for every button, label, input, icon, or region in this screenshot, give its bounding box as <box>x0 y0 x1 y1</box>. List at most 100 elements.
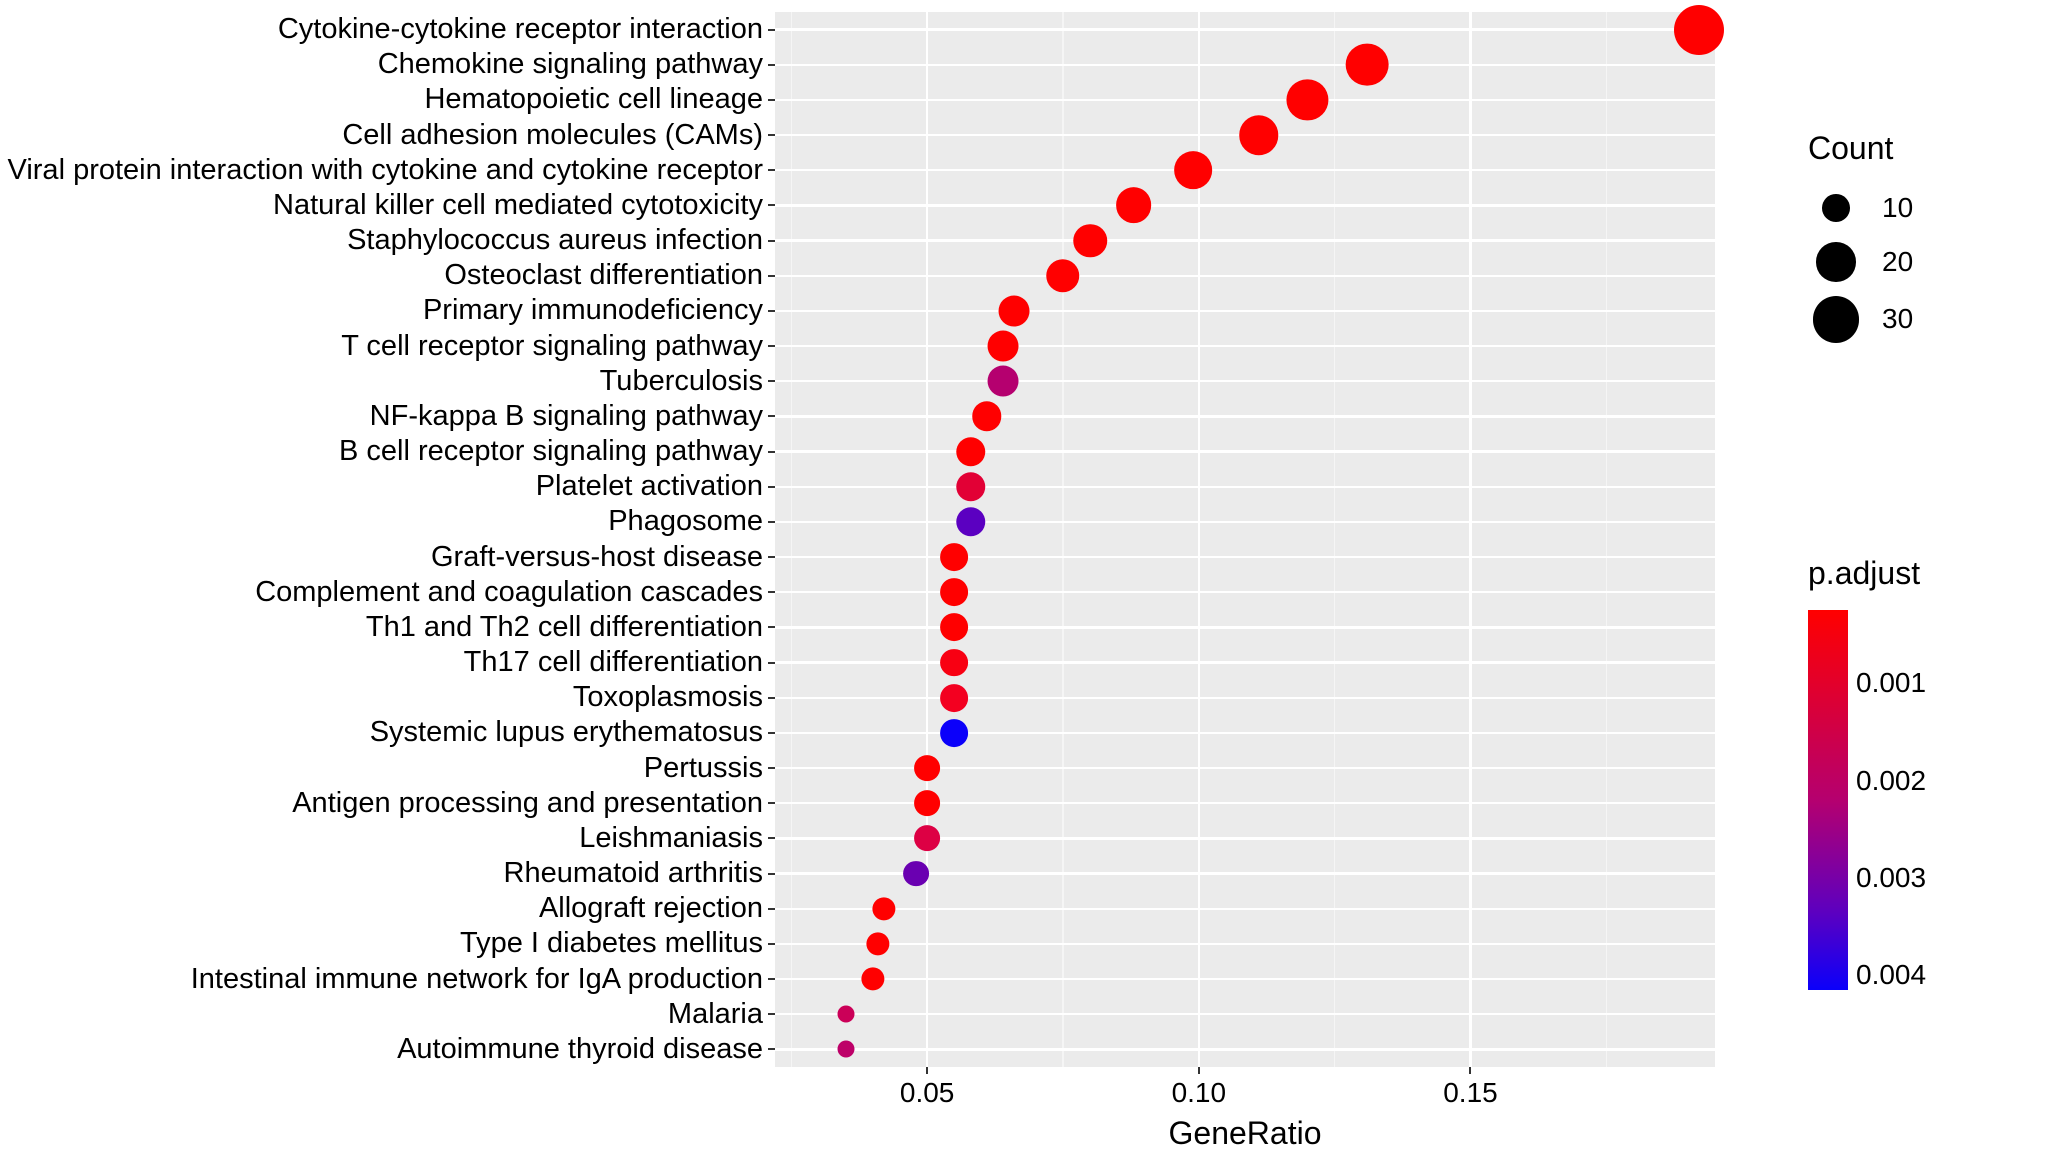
y-tick-mark <box>768 591 775 593</box>
count-legend-row: 30 <box>1808 289 1913 350</box>
y-tick-mark <box>768 204 775 206</box>
data-point <box>940 719 968 747</box>
data-point <box>1346 43 1389 86</box>
y-grid-line <box>775 486 1715 488</box>
count-legend-label: 20 <box>1882 246 1913 278</box>
category-label: Rheumatoid arthritis <box>504 859 764 888</box>
data-point <box>988 366 1019 397</box>
count-legend-label: 30 <box>1882 303 1913 335</box>
y-grid-line <box>775 275 1715 277</box>
data-point <box>1046 259 1080 293</box>
count-legend: Count 10 20 30 <box>1808 130 1913 350</box>
category-label: Th17 cell differentiation <box>464 648 763 677</box>
category-label: Chemokine signaling pathway <box>378 50 763 79</box>
category-label: Primary immunodeficiency <box>423 296 763 325</box>
y-grid-line <box>775 591 1715 593</box>
padjust-colorbar-title: p.adjust <box>1808 555 1920 592</box>
x-tick-mark <box>926 1067 928 1074</box>
data-point <box>1287 79 1328 120</box>
category-label: Viral protein interaction with cytokine … <box>8 156 763 185</box>
data-point <box>914 790 940 816</box>
count-legend-label: 10 <box>1882 192 1913 224</box>
y-tick-mark <box>768 99 775 101</box>
y-tick-mark <box>768 626 775 628</box>
category-label: Toxoplasmosis <box>573 683 763 712</box>
x-tick-mark <box>1469 1067 1471 1074</box>
y-grid-line <box>775 1013 1715 1015</box>
count-legend-dot <box>1822 194 1850 222</box>
data-point <box>903 861 929 887</box>
y-tick-mark <box>768 1013 775 1015</box>
count-legend-dot <box>1813 296 1860 343</box>
padjust-tick-label: 0.003 <box>1856 862 1926 894</box>
padjust-tick-label: 0.001 <box>1856 667 1926 699</box>
y-tick-mark <box>768 697 775 699</box>
y-tick-mark <box>768 662 775 664</box>
y-grid-line <box>775 943 1715 945</box>
count-legend-title: Count <box>1808 130 1913 167</box>
y-tick-mark <box>768 767 775 769</box>
y-grid-line <box>775 661 1715 663</box>
category-label: Intestinal immune network for IgA produc… <box>191 965 763 994</box>
count-legend-row: 10 <box>1808 181 1913 235</box>
category-label: T cell receptor signaling pathway <box>341 332 763 361</box>
y-grid-line <box>775 345 1715 347</box>
y-grid-line <box>775 556 1715 558</box>
category-label: Antigen processing and presentation <box>292 789 763 818</box>
data-point <box>940 543 968 571</box>
x-tick-label: 0.15 <box>1443 1077 1498 1109</box>
category-label: Th1 and Th2 cell differentiation <box>366 613 763 642</box>
y-grid-line <box>775 310 1715 312</box>
y-tick-mark <box>768 837 775 839</box>
y-grid-line <box>775 978 1715 980</box>
y-tick-mark <box>768 275 775 277</box>
y-tick-mark <box>768 169 775 171</box>
y-grid-line <box>775 450 1715 452</box>
category-label: B cell receptor signaling pathway <box>339 437 763 466</box>
data-point <box>940 578 968 606</box>
count-legend-row: 20 <box>1808 235 1913 289</box>
x-tick-mark <box>1198 1067 1200 1074</box>
category-label: Leishmaniasis <box>579 824 763 853</box>
data-point <box>914 755 940 781</box>
y-tick-mark <box>768 134 775 136</box>
data-point <box>999 295 1030 326</box>
y-grid-line <box>775 732 1715 734</box>
y-tick-mark <box>768 1048 775 1050</box>
data-point <box>940 684 968 712</box>
y-tick-mark <box>768 978 775 980</box>
category-label: Tuberculosis <box>600 367 763 396</box>
data-point <box>988 331 1019 362</box>
y-grid-line <box>775 697 1715 699</box>
y-tick-mark <box>768 943 775 945</box>
data-point <box>837 1041 854 1058</box>
data-point <box>837 1006 854 1023</box>
category-label: Phagosome <box>608 507 763 536</box>
y-grid-line <box>775 626 1715 628</box>
y-grid-line <box>775 521 1715 523</box>
padjust-colorbar: p.adjust 0.0010.0020.0030.004 <box>1808 555 1920 990</box>
data-point <box>940 649 968 677</box>
category-label: Autoimmune thyroid disease <box>397 1035 763 1064</box>
y-grid-line <box>775 169 1715 171</box>
y-tick-mark <box>768 29 775 31</box>
category-label: Malaria <box>668 1000 763 1029</box>
category-label: Pertussis <box>644 754 763 783</box>
category-label: Cytokine-cytokine receptor interaction <box>278 15 763 44</box>
category-label: Cell adhesion molecules (CAMs) <box>342 121 763 150</box>
data-point <box>1116 188 1152 224</box>
y-tick-mark <box>768 732 775 734</box>
data-point <box>1674 5 1724 55</box>
y-grid-line <box>775 415 1715 417</box>
y-tick-mark <box>768 415 775 417</box>
y-tick-mark <box>768 380 775 382</box>
category-label: Platelet activation <box>536 472 763 501</box>
padjust-tick-label: 0.004 <box>1856 959 1926 991</box>
x-tick-label: 0.05 <box>900 1077 955 1109</box>
y-tick-mark <box>768 486 775 488</box>
y-tick-mark <box>768 556 775 558</box>
y-tick-mark <box>768 451 775 453</box>
padjust-colorbar-bar: 0.0010.0020.0030.004 <box>1808 610 1848 990</box>
category-label: Natural killer cell mediated cytotoxicit… <box>273 191 763 220</box>
y-tick-mark <box>768 802 775 804</box>
